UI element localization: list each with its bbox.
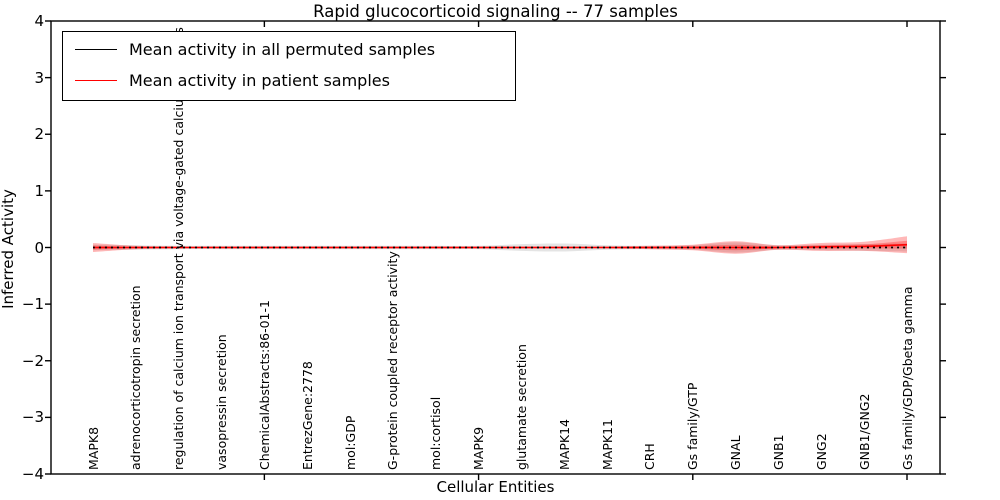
x-tick-label: mol:GDP <box>342 415 358 470</box>
x-tick-label: G-protein coupled receptor activity <box>385 251 401 470</box>
y-tick-label: −2 <box>21 351 44 370</box>
x-axis-label: Cellular Entities <box>436 478 555 496</box>
legend-entry: Mean activity in patient samples <box>63 71 515 90</box>
legend-entry: Mean activity in all permuted samples <box>63 40 515 59</box>
legend-label: Mean activity in all permuted samples <box>129 40 436 59</box>
x-tick-label: vasopressin secretion <box>214 334 230 470</box>
x-tick-label: EntrezGene:2778 <box>299 361 315 470</box>
x-tick-label: adrenocorticotropin secretion <box>128 285 144 470</box>
x-tick-label: mol:cortisol <box>428 396 444 470</box>
x-tick-label: MAPK8 <box>85 426 101 470</box>
x-tick-label: ChemicalAbstracts:86-01-1 <box>256 300 272 470</box>
x-tick-label: MAPK14 <box>556 419 572 470</box>
y-tick-label: 4 <box>34 12 44 30</box>
y-tick-label: 1 <box>34 181 44 200</box>
x-tick-label: MAPK11 <box>599 419 615 470</box>
y-tick-label: 3 <box>34 68 44 87</box>
x-tick-label: GNG2 <box>813 433 829 470</box>
x-tick-label: GNAL <box>728 435 744 470</box>
x-tick-label: glutamate secretion <box>513 344 529 470</box>
y-tick-label: −4 <box>21 465 44 483</box>
x-tick-label: CRH <box>642 443 658 470</box>
x-tick-label: MAPK9 <box>471 426 487 470</box>
legend-line-sample <box>75 49 117 50</box>
patient-std-band <box>93 236 907 254</box>
legend-line-sample <box>75 80 117 81</box>
y-tick-label: 2 <box>34 125 44 144</box>
y-tick-label: −3 <box>21 408 44 427</box>
x-tick-label: GNB1/GNG2 <box>856 393 872 470</box>
x-tick-label: Gs family/GDP/Gbeta gamma <box>899 286 915 470</box>
x-tick-label: GNB1 <box>770 434 786 470</box>
legend-box: Mean activity in all permuted samples Mea… <box>62 31 516 101</box>
y-tick-label: −1 <box>21 295 44 314</box>
y-tick-label: 0 <box>34 238 44 257</box>
chart-title: Rapid glucocorticoid signaling -- 77 sam… <box>313 2 678 21</box>
legend-label: Mean activity in patient samples <box>129 71 390 90</box>
x-tick-label: Gs family/GTP <box>685 382 701 470</box>
